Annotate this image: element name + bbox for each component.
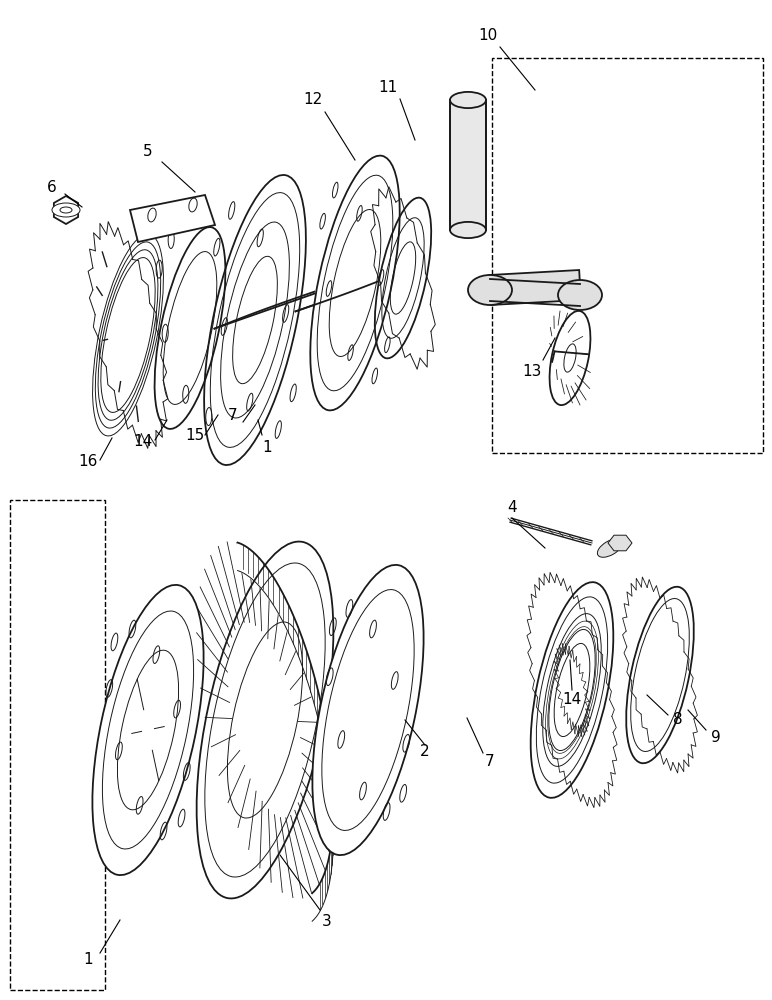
Text: 13: 13 — [523, 364, 542, 379]
Ellipse shape — [93, 585, 204, 875]
Text: 7: 7 — [229, 408, 238, 422]
Ellipse shape — [313, 565, 424, 855]
Ellipse shape — [450, 92, 486, 108]
Text: 8: 8 — [673, 712, 682, 728]
Text: 11: 11 — [378, 81, 398, 96]
Ellipse shape — [310, 156, 400, 410]
Bar — [10, 500, 105, 990]
Ellipse shape — [468, 275, 512, 305]
Text: 10: 10 — [479, 27, 498, 42]
Text: 16: 16 — [78, 454, 98, 470]
Ellipse shape — [450, 222, 486, 238]
Ellipse shape — [197, 542, 334, 898]
Ellipse shape — [626, 587, 694, 763]
Text: 9: 9 — [711, 730, 721, 744]
Text: 5: 5 — [143, 144, 153, 159]
Polygon shape — [238, 543, 334, 921]
Ellipse shape — [204, 175, 306, 465]
Ellipse shape — [598, 539, 623, 557]
Text: 2: 2 — [420, 744, 430, 760]
Text: 3: 3 — [322, 914, 332, 930]
Text: 14: 14 — [562, 692, 581, 708]
Ellipse shape — [374, 198, 432, 358]
Polygon shape — [54, 196, 78, 224]
Bar — [492, 58, 763, 453]
Ellipse shape — [52, 203, 80, 217]
FancyArrow shape — [489, 270, 581, 305]
Ellipse shape — [530, 582, 613, 798]
Text: 15: 15 — [185, 428, 205, 442]
Text: 7: 7 — [485, 754, 495, 770]
Ellipse shape — [317, 176, 393, 394]
Ellipse shape — [154, 227, 225, 429]
Text: 4: 4 — [507, 500, 516, 516]
Polygon shape — [130, 195, 215, 242]
Text: 1: 1 — [262, 440, 272, 456]
Bar — [450, 100, 486, 230]
Text: 14: 14 — [134, 434, 153, 450]
Text: 6: 6 — [47, 180, 57, 196]
Polygon shape — [608, 535, 632, 551]
Text: 12: 12 — [303, 93, 323, 107]
Ellipse shape — [88, 220, 168, 450]
Ellipse shape — [550, 311, 591, 405]
Ellipse shape — [558, 280, 602, 310]
Text: 1: 1 — [83, 952, 93, 968]
